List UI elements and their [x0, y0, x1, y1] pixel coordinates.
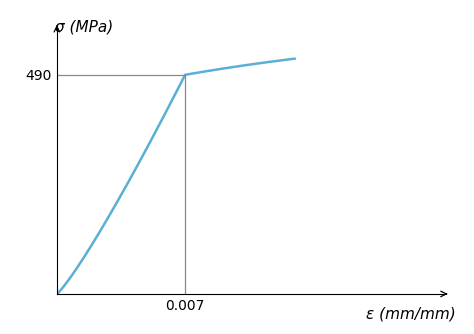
Text: σ (MPa): σ (MPa) — [55, 19, 113, 34]
Text: ε (mm/mm): ε (mm/mm) — [366, 306, 456, 321]
